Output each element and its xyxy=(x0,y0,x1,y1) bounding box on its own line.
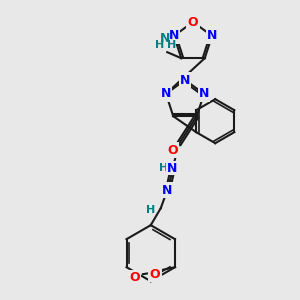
Text: N: N xyxy=(161,87,171,100)
Text: O: O xyxy=(150,268,160,281)
Text: O: O xyxy=(188,16,198,28)
Text: N: N xyxy=(199,87,209,100)
Text: O: O xyxy=(167,144,178,157)
Text: N: N xyxy=(169,29,179,42)
Text: H: H xyxy=(146,205,155,215)
Text: N: N xyxy=(167,162,177,175)
Text: O: O xyxy=(130,271,140,284)
Text: H: H xyxy=(159,163,168,173)
Text: N: N xyxy=(207,29,217,42)
Text: N: N xyxy=(160,32,170,45)
Text: H: H xyxy=(167,40,176,50)
Text: H: H xyxy=(154,40,164,50)
Text: N: N xyxy=(162,184,172,197)
Text: N: N xyxy=(180,74,190,86)
